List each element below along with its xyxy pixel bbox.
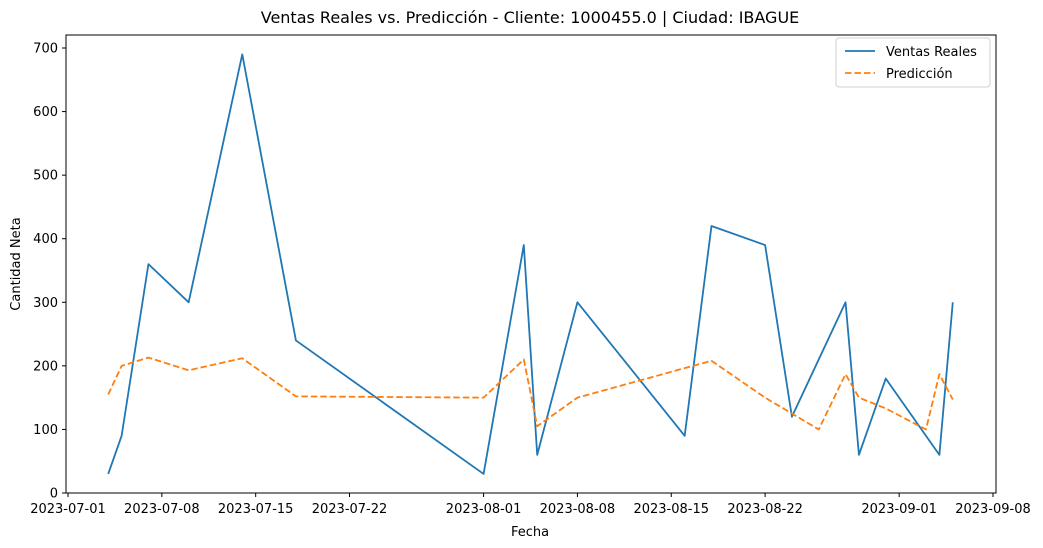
x-tick-label: 2023-07-22 bbox=[312, 502, 388, 517]
plot-area-frame bbox=[65, 34, 997, 494]
series-line-prediccion bbox=[107, 356, 954, 431]
y-tick-label: 300 bbox=[33, 296, 58, 311]
x-tick-label: 2023-07-08 bbox=[124, 502, 200, 517]
legend: Ventas Reales Predicción bbox=[835, 37, 991, 88]
x-tick-label: 2023-07-01 bbox=[30, 502, 106, 517]
y-tick-label: 0 bbox=[50, 487, 58, 502]
x-tick-label: 2023-09-01 bbox=[861, 502, 937, 517]
y-tick-label: 400 bbox=[33, 232, 58, 247]
y-tick-label: 600 bbox=[33, 105, 58, 120]
y-tick-label: 700 bbox=[33, 42, 58, 57]
x-tick-label: 2023-07-15 bbox=[218, 502, 294, 517]
series-line-ventas-reales bbox=[107, 53, 954, 475]
y-tick-label: 500 bbox=[33, 169, 58, 184]
x-tick-label: 2023-08-22 bbox=[727, 502, 803, 517]
legend-label: Ventas Reales bbox=[886, 45, 977, 60]
legend-label: Predicción bbox=[886, 67, 953, 82]
x-tick-label: 2023-08-08 bbox=[540, 502, 616, 517]
x-tick-label: 2023-08-15 bbox=[633, 502, 709, 517]
series-layer bbox=[107, 53, 954, 475]
y-axis: 0 100 200 300 400 500 600 700 bbox=[33, 42, 66, 502]
y-tick-label: 200 bbox=[33, 359, 58, 374]
chart-title: Ventas Reales vs. Predicción - Cliente: … bbox=[261, 8, 800, 27]
y-tick-label: 100 bbox=[33, 423, 58, 438]
y-axis-label: Cantidad Neta bbox=[9, 217, 24, 310]
x-tick-label: 2023-08-01 bbox=[446, 502, 522, 517]
x-axis-label: Fecha bbox=[511, 525, 549, 540]
x-tick-label: 2023-09-08 bbox=[955, 502, 1031, 517]
x-axis: 2023-07-01 2023-07-08 2023-07-15 2023-07-22… bbox=[30, 493, 1031, 517]
